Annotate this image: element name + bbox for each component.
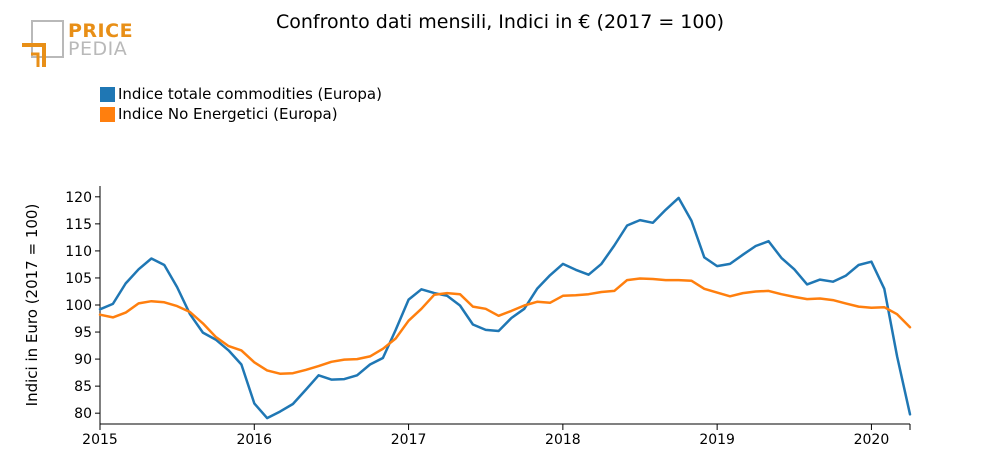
chart-lines bbox=[98, 196, 912, 420]
y-tick-label: 115 bbox=[65, 217, 92, 233]
y-tick-label: 95 bbox=[74, 325, 92, 341]
y-tick-label: 85 bbox=[74, 379, 92, 395]
legend-swatch-non-energy bbox=[100, 106, 115, 122]
legend-item-total[interactable]: Indice totale commodities (Europa) bbox=[100, 84, 382, 104]
y-tick-label: 120 bbox=[65, 190, 92, 206]
logo-word-pedia: PEDIA bbox=[68, 38, 128, 60]
legend-label-total: Indice totale commodities (Europa) bbox=[118, 85, 382, 103]
series-line-non-energy[interactable] bbox=[98, 277, 912, 375]
x-tick-label: 2017 bbox=[391, 432, 427, 448]
y-tick-label: 90 bbox=[74, 352, 92, 368]
legend-label-non-energy: Indice No Energetici (Europa) bbox=[118, 105, 338, 123]
x-tick-label: 2018 bbox=[545, 432, 581, 448]
legend-item-non-energy[interactable]: Indice No Energetici (Europa) bbox=[100, 104, 382, 124]
y-tick-label: 110 bbox=[65, 244, 92, 260]
logo-word-price: PRICE bbox=[68, 20, 134, 42]
logo-mark-icon bbox=[22, 20, 64, 67]
y-axis-title: Indici in Euro (2017 = 100) bbox=[23, 204, 41, 407]
chart-axes: 80 85 90 95 100 105 110 115 120 2015 2016 2017 2018 2… bbox=[65, 186, 911, 448]
x-tick-label: 2016 bbox=[236, 432, 272, 448]
legend-swatch-total bbox=[100, 86, 115, 102]
x-tick-label: 2020 bbox=[854, 432, 890, 448]
y-tick-label: 105 bbox=[65, 271, 92, 287]
x-tick-label: 2015 bbox=[82, 432, 118, 448]
pricepedia-logo: PRICE PEDIA bbox=[20, 19, 134, 69]
series-line-total-commodities[interactable] bbox=[98, 196, 912, 420]
chart-title: Confronto dati mensili, Indici in € (201… bbox=[275, 11, 724, 33]
y-tick-label: 80 bbox=[74, 406, 92, 422]
chart-legend: Indice totale commodities (Europa) Indic… bbox=[100, 84, 382, 124]
y-tick-label: 100 bbox=[65, 298, 92, 314]
x-tick-label: 2019 bbox=[699, 432, 735, 448]
